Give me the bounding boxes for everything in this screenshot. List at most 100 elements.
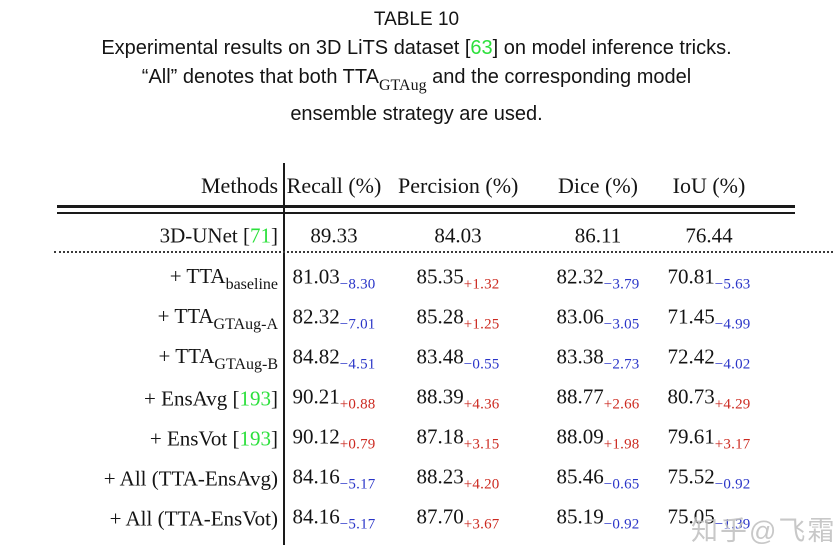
delta-subscript: −0.65: [603, 476, 640, 493]
table-row: + All (TTA-EnsAvg) 84.16−5.17 88.23+4.20 85…: [0, 459, 833, 499]
text-segment: + TTA: [158, 344, 215, 368]
value-cell: 75.05−1.39: [651, 505, 767, 534]
value-cell: 88.39+4.36: [398, 385, 518, 414]
text-segment: ensemble strategy are used.: [290, 103, 543, 125]
subscript-text: baseline: [225, 276, 278, 293]
metric-value: 76.44: [685, 223, 733, 248]
metric-value: 85.35: [416, 264, 464, 289]
metric-value: 88.77: [556, 384, 604, 409]
metric-value: 84.82: [292, 344, 340, 369]
metric-value: 88.23: [416, 464, 464, 489]
header-double-rule-bottom: [57, 212, 795, 214]
text-segment: + EnsVot [: [149, 426, 240, 451]
value-cell: 84.16−5.17: [280, 505, 388, 534]
method-cell: 3D-UNet [71]: [60, 224, 278, 249]
delta-subscript: +3.67: [463, 516, 500, 533]
metric-value: 71.45: [667, 304, 715, 329]
delta-subscript: +1.32: [463, 276, 500, 293]
value-cell: 87.70+3.67: [398, 505, 518, 534]
value-cell: 76.44: [651, 224, 767, 249]
table-caption: TABLE 10 Experimental results on 3D LiTS…: [0, 6, 833, 129]
text-segment: ]: [271, 223, 278, 248]
metric-value: 83.48: [416, 344, 464, 369]
value-cell: 88.23+4.20: [398, 465, 518, 494]
method-cell: + All (TTA-EnsVot): [60, 507, 278, 532]
text-segment: ] on model inference tricks.: [492, 37, 732, 59]
watermark: 知乎@飞霜: [691, 516, 833, 546]
metric-value: 87.70: [416, 504, 464, 529]
delta-subscript: −7.01: [339, 316, 376, 333]
text-segment: + TTA: [169, 264, 226, 288]
delta-subscript: +1.98: [603, 436, 640, 453]
text-segment: and the corresponding model: [426, 66, 692, 88]
method-cell: + EnsVot [193]: [60, 427, 278, 452]
text-segment: “All” denotes that both TTA: [141, 66, 379, 88]
metric-value: 83.38: [556, 344, 604, 369]
caption-line-1: Experimental results on 3D LiTS dataset …: [0, 34, 833, 63]
citation-ref: 63: [470, 37, 493, 59]
value-cell: 89.33: [280, 224, 388, 249]
metric-value: 81.03: [292, 264, 340, 289]
value-cell: 80.73+4.29: [651, 385, 767, 414]
metric-value: 80.73: [667, 384, 715, 409]
table-row: + EnsVot [193] 90.12+0.79 87.18+3.15 88.09+…: [0, 419, 833, 459]
value-cell: 87.18+3.15: [398, 425, 518, 454]
value-cell: 85.28+1.25: [398, 305, 518, 334]
table-row: + EnsAvg [193] 90.21+0.88 88.39+4.36 88.77+…: [0, 379, 833, 419]
text-segment: + All (TTA-EnsVot): [109, 506, 278, 531]
delta-subscript: +3.17: [714, 436, 751, 453]
value-cell: 85.46−0.65: [540, 465, 656, 494]
delta-subscript: −4.99: [714, 316, 751, 333]
delta-subscript: −2.73: [603, 356, 640, 373]
value-cell: 86.11: [540, 224, 656, 249]
value-cell: 84.16−5.17: [280, 465, 388, 494]
column-header-methods: Methods: [201, 173, 278, 198]
metric-value: 75.05: [667, 504, 715, 529]
metric-value: 86.11: [574, 223, 622, 248]
value-cell: 83.48−0.55: [398, 345, 518, 374]
metric-value: 90.21: [292, 384, 340, 409]
method-cell: + EnsAvg [193]: [60, 387, 278, 412]
delta-subscript: −0.92: [603, 516, 640, 533]
value-cell: 90.21+0.88: [280, 385, 388, 414]
text-segment: 3D-UNet [: [159, 223, 250, 248]
text-segment: Experimental results on 3D LiTS dataset …: [101, 37, 471, 59]
delta-subscript: −3.05: [603, 316, 640, 333]
metric-value: 89.33: [310, 223, 358, 248]
metric-value: 72.42: [667, 344, 715, 369]
metric-value: 82.32: [292, 304, 340, 329]
value-cell: 83.06−3.05: [540, 305, 656, 334]
column-header-dice: Dice (%): [557, 173, 638, 198]
value-cell: 75.52−0.92: [651, 465, 767, 494]
delta-subscript: +0.88: [339, 396, 376, 413]
subscript-text: GTAug-A: [213, 316, 278, 333]
metric-value: 84.16: [292, 464, 340, 489]
table-row: 3D-UNet [71] 89.33 84.03 86.11 76.44: [0, 213, 833, 259]
value-cell: 71.45−4.99: [651, 305, 767, 334]
delta-subscript: −0.92: [714, 476, 751, 493]
text-segment: + EnsAvg [: [144, 386, 240, 411]
subscript-text: GTAug: [378, 77, 427, 94]
value-cell: 84.03: [398, 224, 518, 249]
table-row: + TTAbaseline 81.03−8.30 85.35+1.32 82.32−3…: [0, 259, 833, 299]
table-row: + TTAGTAug-B 84.82−4.51 83.48−0.55 83.38−2.…: [0, 339, 833, 379]
delta-subscript: −4.51: [339, 356, 376, 373]
table-row: + All (TTA-EnsVot) 84.16−5.17 87.70+3.67 85…: [0, 499, 833, 539]
caption-line-3: ensemble strategy are used.: [0, 100, 833, 129]
value-cell: 81.03−8.30: [280, 265, 388, 294]
delta-subscript: +1.25: [463, 316, 500, 333]
metric-value: 88.09: [556, 424, 604, 449]
citation-ref: 71: [250, 223, 271, 248]
column-header-percision: Percision (%): [398, 173, 519, 198]
delta-subscript: +2.66: [603, 396, 640, 413]
metric-value: 88.39: [416, 384, 464, 409]
metric-value: 85.46: [556, 464, 604, 489]
table-number: TABLE 10: [373, 9, 460, 30]
metric-value: 82.32: [556, 264, 604, 289]
value-cell: 83.38−2.73: [540, 345, 656, 374]
value-cell: 72.42−4.02: [651, 345, 767, 374]
metric-value: 87.18: [416, 424, 464, 449]
delta-subscript: −3.79: [603, 276, 640, 293]
